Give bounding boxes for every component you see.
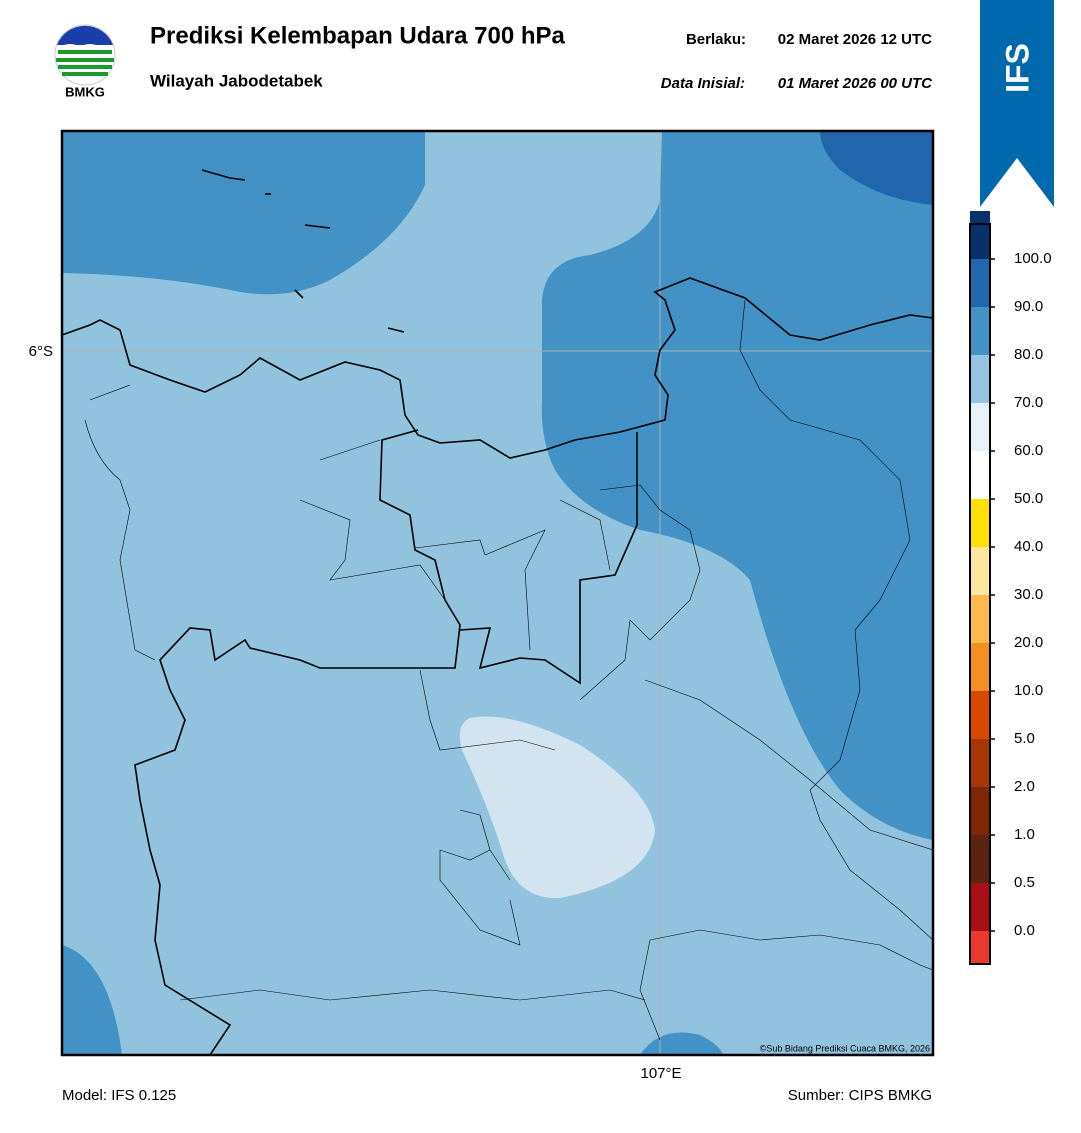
logo-text: BMKG xyxy=(65,84,105,99)
footer-source: Sumber: CIPS BMKG xyxy=(788,1087,932,1104)
valid-time: 02 Maret 2026 12 UTC xyxy=(778,31,932,48)
colorbar-swatch xyxy=(970,307,990,355)
colorbar-swatch xyxy=(970,499,990,547)
colorbar-label: 10.0 xyxy=(1014,682,1043,699)
colorbar-swatch xyxy=(970,595,990,643)
logo xyxy=(54,24,116,86)
colorbar-label: 0.5 xyxy=(1014,874,1035,891)
colorbar-swatch xyxy=(970,691,990,739)
colorbar: 0.0 0.5 1.0 2.0 5.0 10.0 20.0 30.0 40.0 50.0 60.0 7… xyxy=(969,211,1052,965)
colorbar-swatch xyxy=(970,355,990,403)
colorbar-label: 2.0 xyxy=(1014,778,1035,795)
colorbar-label: 1.0 xyxy=(1014,826,1035,843)
footer-model: Model: IFS 0.125 xyxy=(62,1087,176,1104)
colorbar-frame xyxy=(969,223,991,965)
colorbar-swatch xyxy=(970,259,990,307)
lon-label: 107°E xyxy=(640,1065,681,1082)
valid-label: Berlaku: xyxy=(686,31,746,48)
colorbar-label: 80.0 xyxy=(1014,346,1043,363)
colorbar-label: 5.0 xyxy=(1014,730,1035,747)
colorbar-swatch xyxy=(970,787,990,835)
model-badge xyxy=(980,0,1054,207)
colorbar-swatch xyxy=(970,211,990,259)
colorbar-swatch xyxy=(970,451,990,499)
colorbar-label: 100.0 xyxy=(1014,250,1052,267)
colorbar-label: 70.0 xyxy=(1014,394,1043,411)
init-time: 01 Maret 2026 00 UTC xyxy=(778,75,933,92)
colorbar-swatch xyxy=(970,931,990,964)
credit: ©Sub Bidang Prediksi Cuaca BMKG, 2026 xyxy=(760,1043,930,1053)
subtitle: Wilayah Jabodetabek xyxy=(150,71,323,90)
colorbar-label: 90.0 xyxy=(1014,298,1043,315)
colorbar-swatch xyxy=(970,835,990,883)
colorbar-label: 0.0 xyxy=(1014,922,1035,939)
colorbar-swatch xyxy=(970,547,990,595)
map: ©Sub Bidang Prediksi Cuaca BMKG, 2026 xyxy=(62,131,933,1055)
colorbar-label: 30.0 xyxy=(1014,586,1043,603)
title: Prediksi Kelembapan Udara 700 hPa xyxy=(150,22,566,49)
colorbar-label: 50.0 xyxy=(1014,490,1043,507)
init-label: Data Inisial: xyxy=(661,75,745,92)
colorbar-swatch xyxy=(970,643,990,691)
map-frame xyxy=(60,129,935,1057)
colorbar-swatch xyxy=(970,883,990,931)
colorbar-label: 60.0 xyxy=(1014,442,1043,459)
colorbar-swatch xyxy=(970,739,990,787)
lat-label: 6°S xyxy=(29,343,53,360)
colorbar-label: 40.0 xyxy=(1014,538,1043,555)
colorbar-swatch xyxy=(970,403,990,451)
colorbar-label: 20.0 xyxy=(1014,634,1043,651)
model-badge-text: IFS xyxy=(999,43,1035,93)
